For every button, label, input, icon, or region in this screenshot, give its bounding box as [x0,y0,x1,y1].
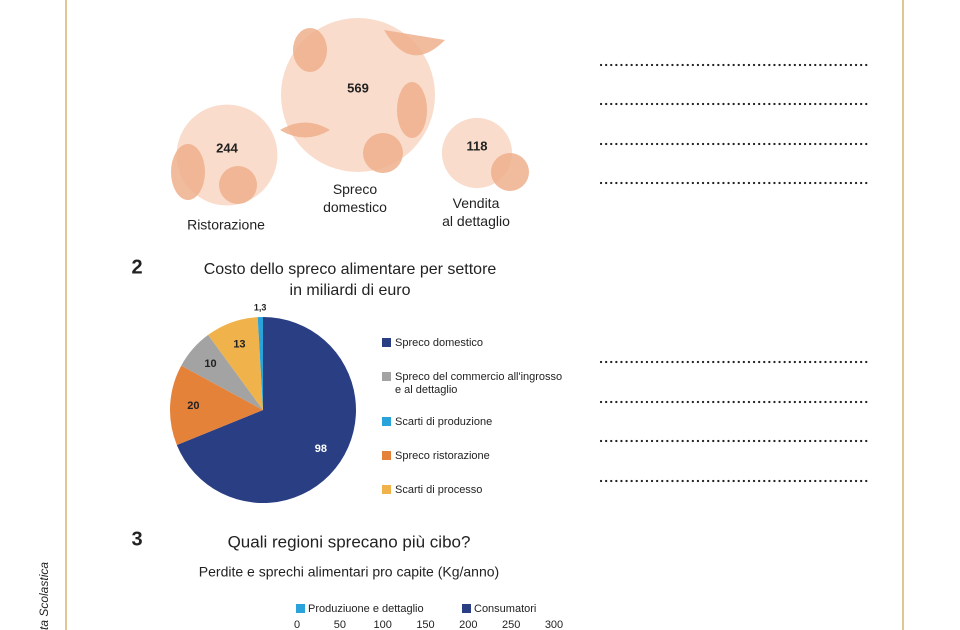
legend-label: Spreco ristorazione [395,450,490,462]
legend-label: Consumatori [474,603,536,615]
section-number: 2 [131,256,142,278]
legend-swatch [462,604,471,613]
icon [171,144,205,200]
chart-title: Costo dello spreco alimentare per settor… [204,261,497,278]
chart-title: Quali regioni sprecano più cibo? [228,532,471,551]
slice-label: 20 [187,400,199,412]
pie-slice [176,317,356,504]
bubble-label: Vendita al dettaglio [442,195,510,229]
legend-swatch [382,372,391,381]
bar-chart: 3 Quali regioni sprecano più cibo? Perdite… [131,528,563,630]
bubble-label: Ristorazione [187,217,265,233]
icon [397,82,427,138]
legend-swatch [296,604,305,613]
legend-label: Scarti di produzione [395,416,492,428]
x-tick-label: 0 [294,619,300,630]
pie-slice [170,365,263,445]
icon [384,30,445,56]
section-number: 3 [131,528,142,550]
legend-swatch [382,338,391,347]
pie-slice [181,334,263,410]
chart-subtitle: Perdite e sprechi alimentari pro capite … [199,564,499,580]
food-icons [171,28,529,204]
x-tick-label: 300 [545,619,563,630]
bubble-value: 118 [467,138,488,153]
icon [219,166,257,204]
icon [363,133,403,173]
x-tick-label: 150 [416,619,434,630]
pie-slice [208,317,263,410]
slice-label: 98 [315,443,327,455]
legend-label: Scarti di processo [395,484,482,496]
x-tick-label: 250 [502,619,520,630]
slice-label: 1,3 [254,302,267,312]
icon [293,28,327,72]
x-tick-label: 50 [334,619,346,630]
legend-label: Spreco del commercio all'ingrosso e al de… [395,371,562,396]
x-tick-label: 200 [459,619,477,630]
legend-label: Spreco domestico [395,337,483,349]
icon [280,122,330,138]
icon [491,153,529,191]
pie-chart: 2 Costo dello spreco alimentare per setto… [131,256,562,504]
bubble-label: Spreco domestico [323,181,387,215]
bubble-chart: 244 Ristorazione 569 Spreco domestico 118 Vend… [176,18,513,233]
legend-swatch [382,417,391,426]
side-note: ta Scolastica [37,562,51,630]
slice-label: 10 [204,358,216,370]
slice-label: 13 [233,338,245,350]
legend-swatch [382,485,391,494]
bubble-value: 244 [216,140,238,155]
chart-subtitle: in miliardi di euro [290,282,411,299]
x-tick-label: 100 [373,619,391,630]
legend-label: Produziuone e dettaglio [308,603,424,615]
bubble-value: 569 [347,80,369,95]
pie-slice [257,317,263,410]
answer-lines [599,63,870,483]
legend-swatch [382,451,391,460]
